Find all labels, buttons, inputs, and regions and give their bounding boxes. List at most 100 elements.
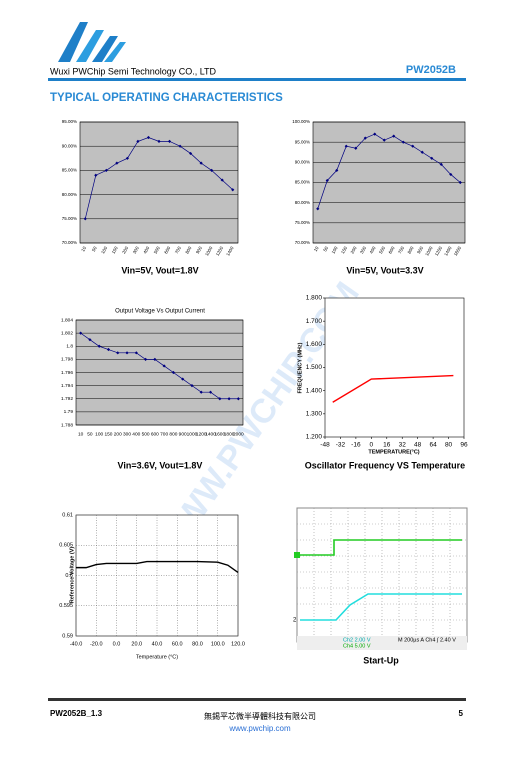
data-marker [344,144,348,148]
x-tick-label: 1600 [214,431,225,437]
x-tick-label: 700 [397,245,405,254]
x-axis-label: Temperature (°C) [136,654,178,660]
x-tick-label: 500 [153,245,161,254]
x-tick-label: 0.0 [113,641,121,647]
y-tick-label: 1.794 [61,383,73,389]
y-tick-label: 100.00% [292,119,310,124]
y-tick-label: 0.59 [62,633,73,639]
plot-area [324,297,465,438]
data-marker [458,180,462,185]
x-tick-label: 150 [340,245,348,254]
data-marker [449,172,453,177]
x-tick-label: 80.0 [192,641,203,647]
x-tick-label: -40.0 [70,641,83,647]
y-axis-label: Reference Voltage (V) [69,547,75,604]
x-tick-label: 0 [370,442,374,449]
y-axis-label: FREQUENCY (MHz) [297,342,303,393]
x-tick-label: 50 [91,245,98,252]
page-number: 5 [459,709,464,718]
data-marker [79,331,83,335]
y-tick-label: 90.00% [295,160,310,165]
x-tick-label: 1600 [453,245,463,257]
data-marker [143,357,148,361]
x-tick-label: 50 [322,245,329,252]
y-tick-label: 70.00% [62,240,77,245]
x-tick-label: 10 [80,245,87,252]
scope-caption: Start-Up [363,655,399,665]
x-tick-label: 300 [123,431,131,437]
y-tick-label: 75.00% [295,220,310,225]
footer-company: 無錫平芯微半導體科技有限公司 [204,711,316,721]
x-tick-label: 200 [121,245,129,254]
x-tick-label: -16 [351,442,361,449]
y-tick-label: 1.798 [61,357,73,363]
scope: 2 Ch2 2.00 V Ch4 5.00 V M 200µs A Ch4 ∫ … [293,507,468,650]
x-tick-label: 100 [95,431,103,437]
x-tick-label: 10 [78,431,84,437]
company-name: Wuxi PWChip Semi Technology CO., LTD [50,66,217,76]
data-marker [125,156,129,160]
data-marker [171,370,176,375]
x-tick-label: 100 [100,245,108,254]
x-tick-label: 800 [184,245,192,254]
ch2-readout: Ch2 2.00 V [343,637,371,643]
x-tick-label: 400 [142,245,150,254]
data-marker [420,150,424,154]
ch2-trace [300,593,462,621]
data-marker [236,397,240,401]
x-axis-label: TEMPERATURE(°C) [368,449,419,455]
data-line [80,332,239,400]
y-tick-label: 80.00% [62,192,77,197]
data-line [332,374,454,403]
y-tick-label: 95.00% [62,119,77,124]
x-tick-label: 1200 [196,431,207,437]
chart-caption: Vin=3.6V, Vout=1.8V [118,460,203,470]
x-tick-label: 1400 [205,431,216,437]
y-tick-label: 0.61 [62,512,73,518]
x-tick-label: 200 [350,245,358,254]
x-tick-label: 64 [429,442,437,449]
x-tick-label: 300 [132,245,140,254]
data-marker [83,217,87,221]
data-marker [210,168,214,172]
data-marker [335,168,339,172]
x-tick-label: 700 [174,245,182,254]
data-marker [218,397,222,401]
footer-rule [48,698,466,701]
x-tick-label: 60.0 [172,641,183,647]
data-marker [97,344,101,348]
data-marker [208,390,213,394]
x-tick-label: 400 [369,245,377,254]
y-tick-label: 80.00% [295,200,310,205]
data-marker [181,377,185,381]
x-tick-label: 96 [460,442,468,449]
footer-website: www.pwchip.com [228,724,291,733]
x-tick-label: 500 [142,431,150,437]
y-tick-label: 1.700 [306,318,323,325]
x-tick-label: 600 [388,245,396,254]
x-tick-label: 1800 [224,431,235,437]
data-marker [162,364,166,368]
chart-caption: Oscillator Frequency VS Temperature [305,460,465,470]
x-tick-label: 2000 [233,431,244,437]
data-marker [167,139,172,143]
data-marker [382,138,386,142]
x-tick-label: 1200 [434,245,444,257]
data-marker [94,173,98,177]
data-marker [373,132,377,136]
y-tick-label: 1.788 [61,422,73,428]
data-marker [116,351,120,355]
ch4-trace [300,539,462,556]
data-marker [439,162,443,166]
y-tick-label: 0.605 [59,543,73,549]
y-tick-label: 1.804 [61,317,73,323]
y-tick-label: 1.8 [66,344,73,350]
x-tick-label: 800 [407,245,415,254]
x-tick-label: 900 [416,245,424,254]
ch4-marker [294,552,300,558]
y-tick-label: 1.200 [306,434,323,441]
x-tick-label: 900 [179,431,187,437]
x-tick-label: 700 [160,431,168,437]
x-tick-label: 1000 [187,431,198,437]
x-tick-label: 32 [399,442,407,449]
